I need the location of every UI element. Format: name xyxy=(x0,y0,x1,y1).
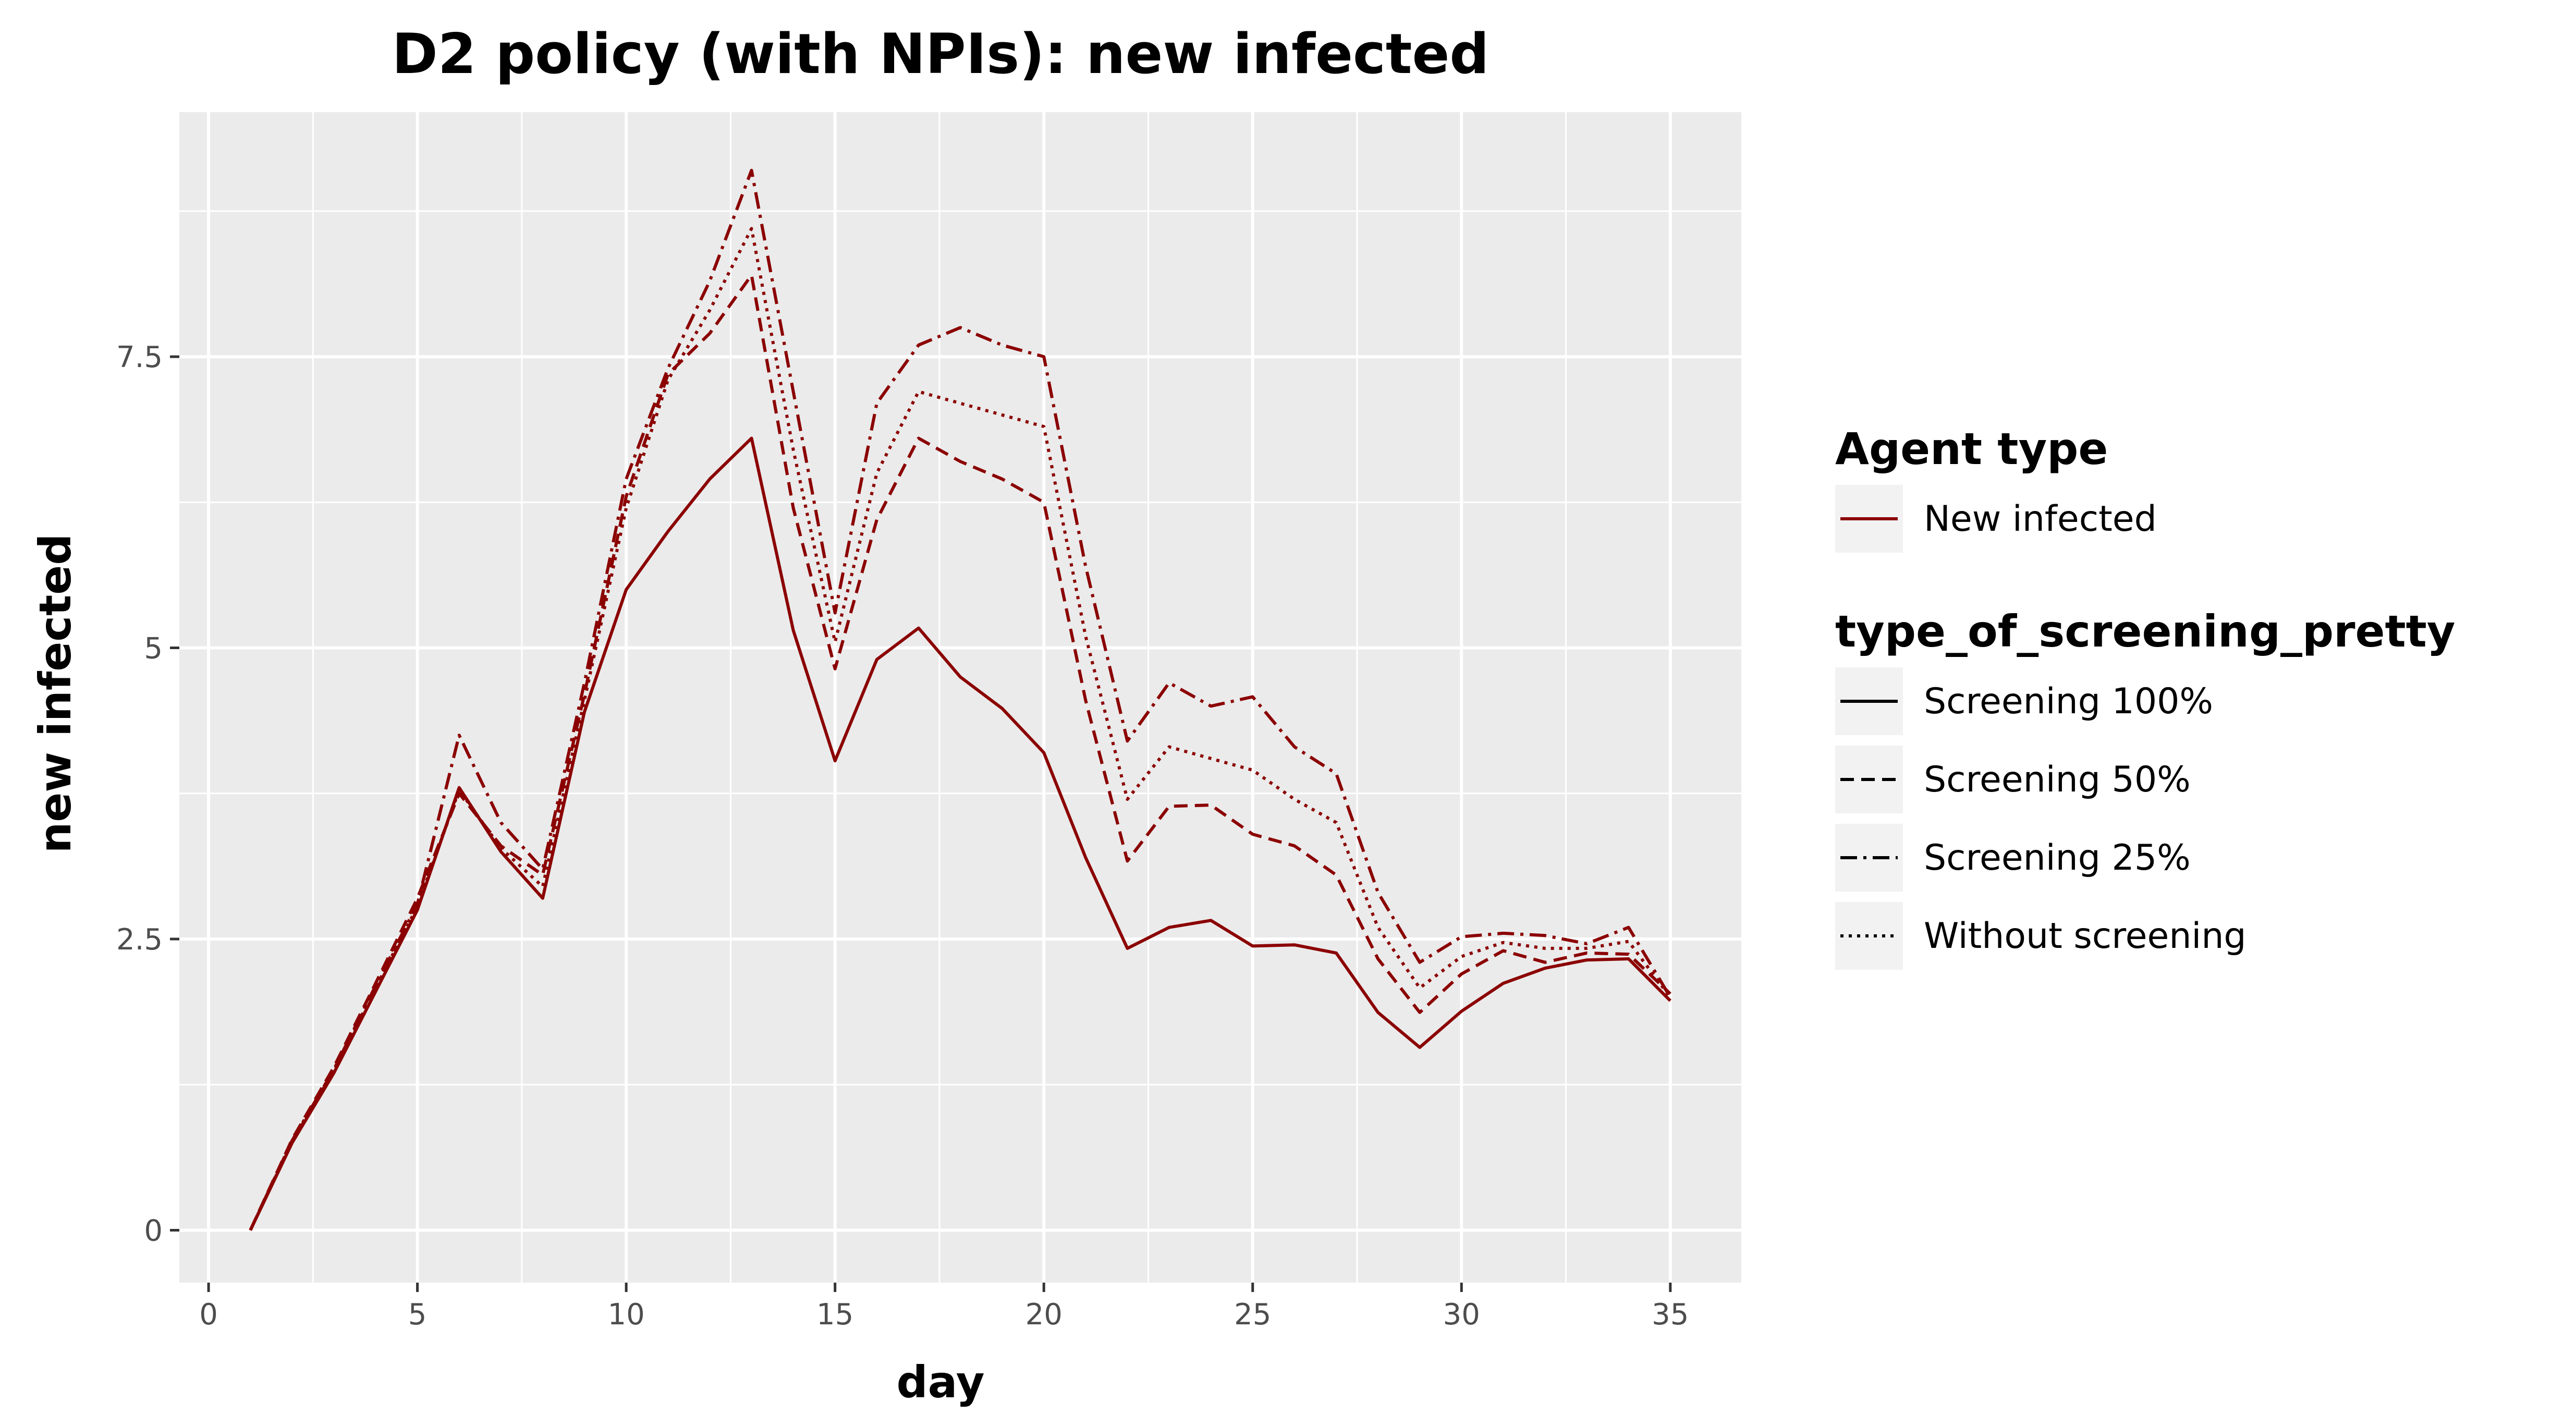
series-layer xyxy=(249,168,1672,1231)
legend-linetype-keys: Screening 100% Screening 50% Screening 25%… xyxy=(1835,667,2247,970)
series-line-without-screening xyxy=(249,227,1672,1231)
legend-color-keys: New infected xyxy=(1835,485,2157,553)
legend-label: Screening 50% xyxy=(1924,759,2191,800)
y-tick-label: 5 xyxy=(144,632,163,666)
y-axis: 0 2.5 5 7.5 xyxy=(116,340,179,1248)
legend-linetype-title: type_of_screening_pretty xyxy=(1835,606,2456,657)
x-tick-label: 5 xyxy=(408,1298,427,1332)
grid-major xyxy=(179,112,1741,1283)
series-line-screening-25 xyxy=(249,168,1672,1231)
grid-minor xyxy=(179,112,1741,1283)
legend: Agent type New infected type_of_screenin… xyxy=(1835,423,2456,970)
legend-label: Without screening xyxy=(1924,916,2247,957)
y-tick-label: 0 xyxy=(144,1214,163,1248)
x-axis: 0 5 10 15 20 25 30 35 xyxy=(199,1283,1689,1332)
x-tick-label: 20 xyxy=(1025,1298,1063,1332)
plot-panel xyxy=(179,112,1741,1283)
y-tick-label: 7.5 xyxy=(116,340,163,374)
x-tick-label: 0 xyxy=(199,1298,218,1332)
chart-title: D2 policy (with NPIs): new infected xyxy=(392,22,1490,86)
x-tick-label: 30 xyxy=(1443,1298,1480,1332)
legend-label: Screening 100% xyxy=(1924,681,2213,722)
y-axis-title: new infected xyxy=(30,534,81,854)
x-tick-label: 25 xyxy=(1234,1298,1271,1332)
x-tick-label: 15 xyxy=(816,1298,853,1332)
legend-color-title: Agent type xyxy=(1835,423,2108,474)
x-tick-label: 10 xyxy=(608,1298,645,1332)
x-tick-label: 35 xyxy=(1652,1298,1689,1332)
legend-label: Screening 25% xyxy=(1924,837,2191,879)
x-axis-title: day xyxy=(897,1357,985,1408)
y-tick-label: 2.5 xyxy=(116,923,163,957)
legend-label: New infected xyxy=(1924,498,2157,540)
